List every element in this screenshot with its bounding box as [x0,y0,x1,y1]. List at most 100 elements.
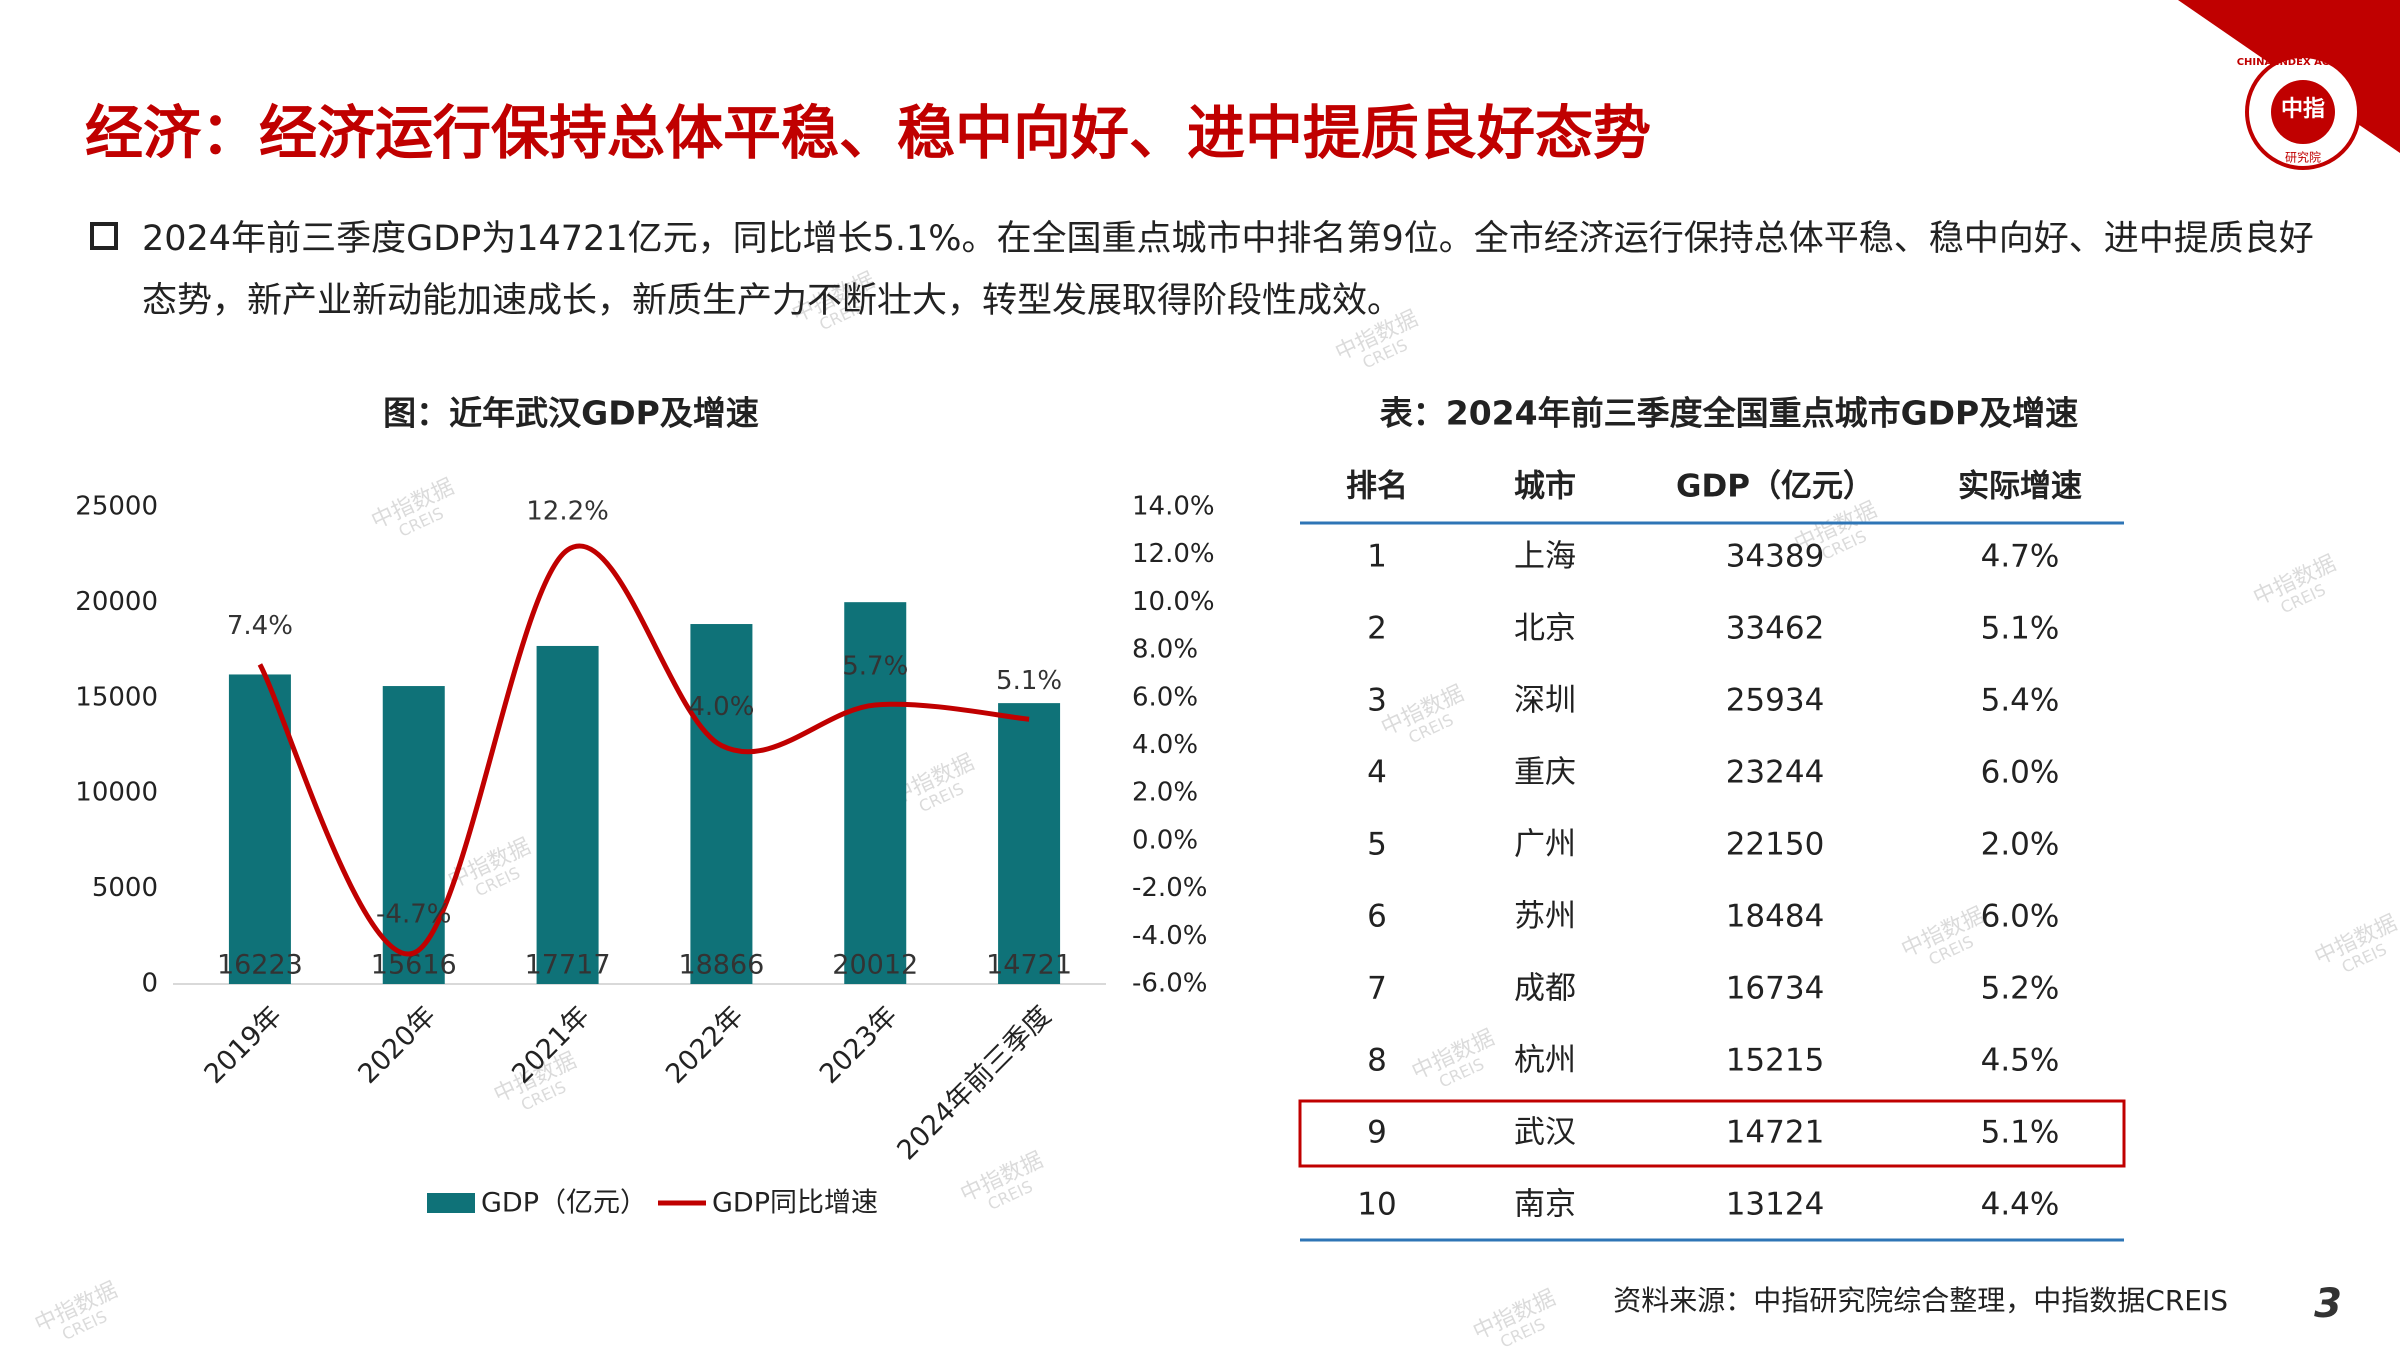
bar-value-label: 18866 [678,950,764,981]
table-cell: 成都 [1514,971,1576,1007]
table-header: 城市 [1514,469,1576,505]
y2-tick-label: -2.0% [1132,873,1207,903]
y-tick-label: 5000 [92,873,158,903]
y2-tick-label: 6.0% [1132,682,1198,712]
y2-tick-label: 4.0% [1132,730,1198,760]
table-cell: 2.0% [1981,827,2060,863]
table-header: 实际增速 [1958,469,2082,505]
chart-title: 图：近年武汉GDP及增速 [383,394,759,433]
y2-tick-label: 2.0% [1132,778,1198,808]
table-cell: 23244 [1726,755,1825,791]
watermark: 中指数据CREIS [1469,1285,1559,1350]
y-tick-label: 10000 [75,778,158,808]
table-cell: 18484 [1726,899,1825,935]
table-cell: 北京 [1514,611,1576,647]
bar-value-label: 16223 [217,950,303,981]
y2-tick-label: -6.0% [1132,969,1207,999]
legend-label: GDP同比增速 [712,1188,878,1219]
watermark: 中指数据CREIS [2250,551,2340,617]
y2-tick-label: 0.0% [1132,825,1198,855]
table-cell: 重庆 [1514,755,1576,791]
logo-bottom: 研究院 [2285,150,2321,165]
legend-label: GDP（亿元） [481,1188,647,1219]
table-cell: 33462 [1726,611,1825,647]
table-cell: 13124 [1726,1187,1825,1223]
watermark: 中指数据CREIS [957,1148,1047,1214]
logo-text: 中指 [2281,97,2325,122]
bullet-marker [90,222,118,250]
table-cell: 8 [1367,1043,1387,1079]
table-cell: 2 [1367,611,1387,647]
line-value-label: 5.7% [842,651,908,681]
y-tick-label: 15000 [75,682,158,712]
legend-swatch [427,1193,475,1213]
line-value-label: 12.2% [526,496,609,526]
table-cell: 25934 [1726,683,1825,719]
table-cell: 4.7% [1981,539,2060,575]
line-value-label: 4.0% [688,692,754,722]
table-cell: 3 [1367,683,1387,719]
table-cell: 22150 [1726,827,1825,863]
source: 资料来源：中指研究院综合整理，中指数据CREIS [1613,1284,2228,1317]
logo-ring: CHINA INDEX ACADEMY [2237,57,2370,68]
x-tick-label: 2023年 [814,1000,904,1090]
table-cell: 5.4% [1981,683,2060,719]
table-cell: 上海 [1514,539,1576,575]
bar [536,645,599,984]
table-cell: 5.2% [1981,971,2060,1007]
table-cell: 1 [1367,539,1387,575]
table-cell: 34389 [1726,539,1825,575]
table-cell: 6.0% [1981,899,2060,935]
watermark: 中指数据CREIS [368,475,458,541]
table-cell: 4.4% [1981,1187,2060,1223]
table-cell: 5 [1367,827,1387,863]
table-cell: 4 [1367,755,1387,791]
line-value-label: -4.7% [376,899,451,929]
x-tick-label: 2019年 [199,1000,289,1090]
line [257,543,1030,957]
y2-tick-label: 12.0% [1132,539,1215,569]
line-value-label: 5.1% [996,666,1062,696]
table-cell: 深圳 [1514,683,1576,719]
watermark: 中指数据CREIS [1378,681,1468,747]
row-highlight [1298,1099,2126,1168]
table-cell: 苏州 [1514,899,1576,935]
table-cell: 10 [1357,1187,1396,1223]
table-cell: 南京 [1514,1187,1576,1223]
y-tick-label: 20000 [75,587,158,617]
bar-value-label: 20012 [832,950,918,981]
y2-tick-label: -4.0% [1132,921,1207,951]
x-tick-label: 2024年前三季度 [891,1000,1057,1166]
bar-value-label: 14721 [986,950,1072,981]
y2-tick-label: 10.0% [1132,587,1215,617]
table-cell: 6.0% [1981,755,2060,791]
bar-value-label: 17717 [525,950,611,981]
x-tick-label: 2022年 [660,1000,750,1090]
page-number: 3 [2314,1281,2342,1327]
table-cell: 9 [1367,1115,1387,1151]
table-cell: 15215 [1726,1043,1825,1079]
bar [690,624,753,984]
table-cell: 广州 [1514,827,1576,863]
table-cell: 4.5% [1981,1043,2060,1079]
table-cell: 杭州 [1514,1043,1576,1079]
table-cell: 5.1% [1981,611,2060,647]
table-cell: 7 [1367,971,1387,1007]
bar [228,674,291,984]
table-header: GDP（亿元） [1676,469,1874,505]
bullet-text: 2024年前三季度GDP为14721亿元，同比增长5.1%。在全国重点城市中排名… [142,219,2314,321]
bar [844,602,907,984]
watermark: 中指数据CREIS [2311,911,2400,977]
table-cell: 6 [1367,899,1387,935]
y2-tick-label: 14.0% [1132,492,1215,522]
line-value-label: 7.4% [227,611,293,641]
x-tick-label: 2020年 [352,1000,442,1090]
table-title: 表：2024年前三季度全国重点城市GDP及增速 [1380,394,2079,433]
bar [998,703,1061,984]
logo-center [2271,80,2335,144]
table-cell: 16734 [1726,971,1825,1007]
table-cell: 武汉 [1514,1115,1576,1151]
y-tick-label: 25000 [75,492,158,522]
